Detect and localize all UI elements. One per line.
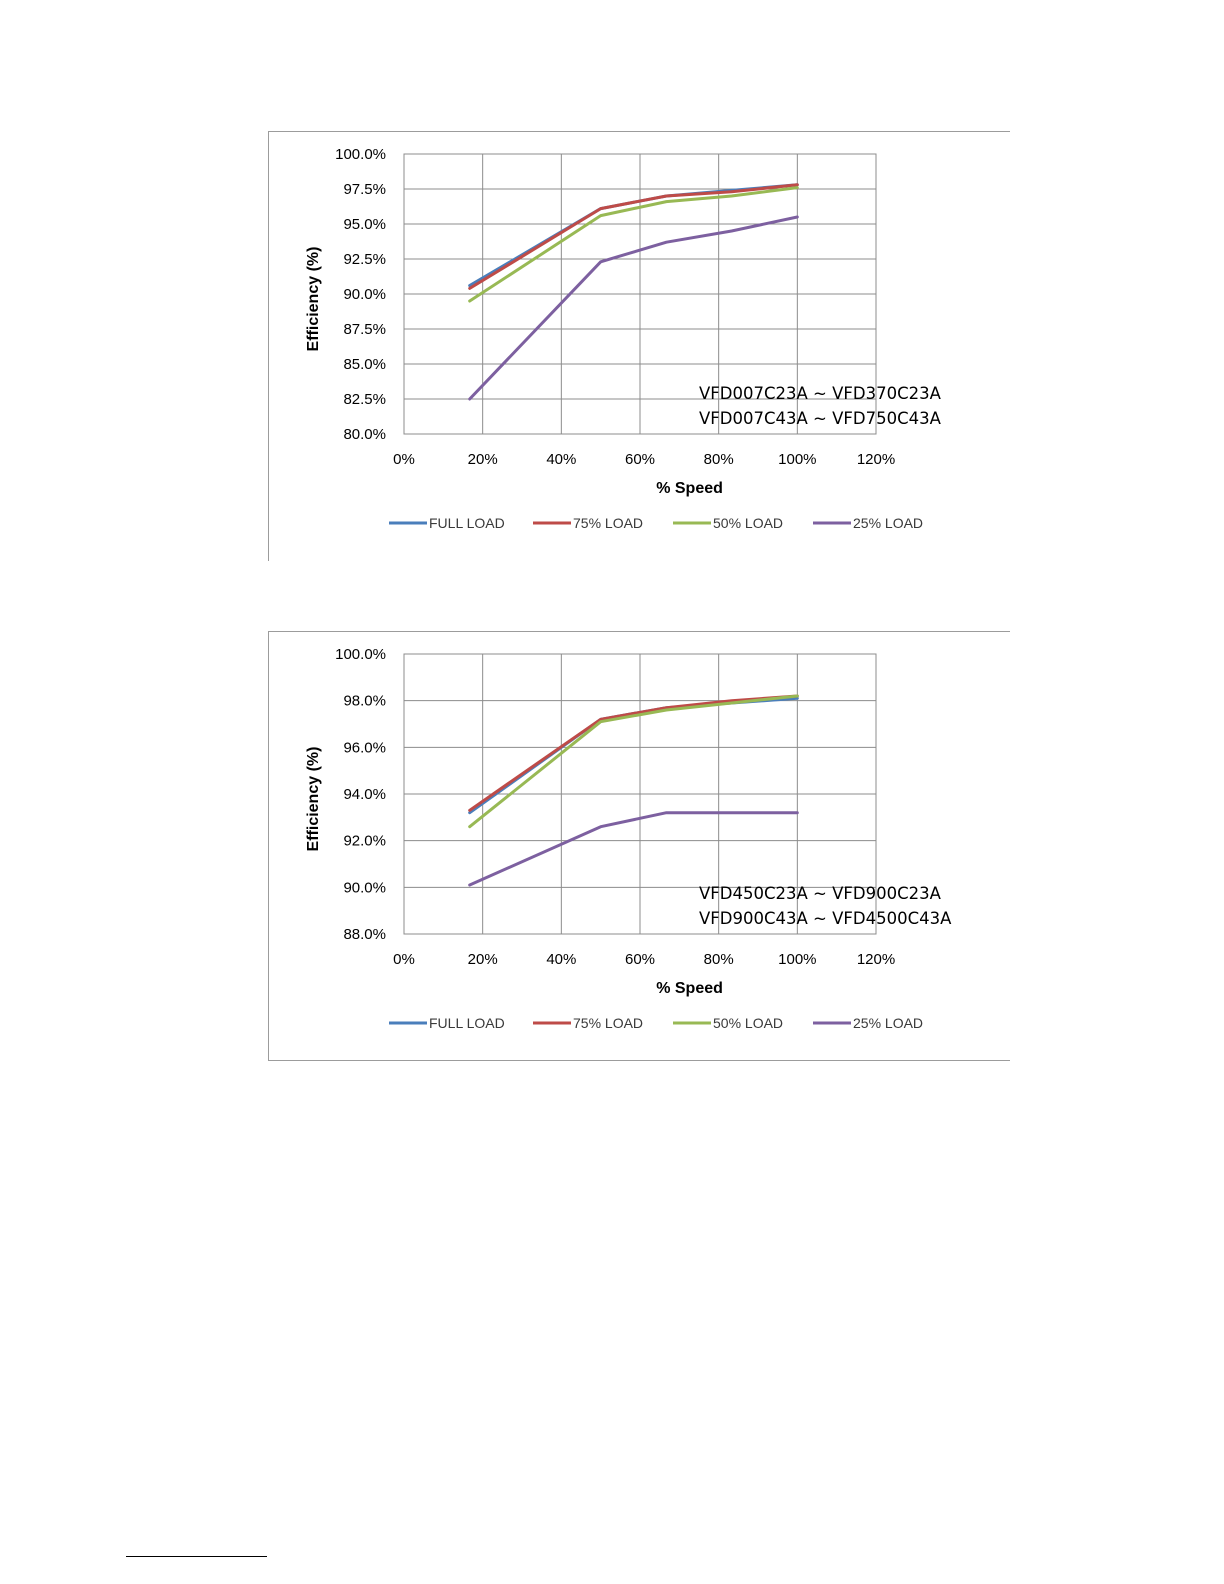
x-tick-label: 40% — [546, 451, 576, 468]
series-line-load-25 — [468, 811, 799, 887]
legend-label-full-load: FULL LOAD — [429, 515, 505, 531]
y-tick-label: 100.0% — [335, 146, 386, 163]
footnote-rule — [126, 1556, 267, 1557]
x-tick-label: 20% — [468, 951, 498, 968]
legend-label-load-50: 50% LOAD — [713, 1015, 783, 1031]
x-tick-label: 80% — [704, 951, 734, 968]
y-tick-label: 100.0% — [335, 646, 386, 663]
series-line-load-25 — [468, 215, 799, 401]
y-tick-label: 96.0% — [343, 739, 386, 756]
x-tick-label: 60% — [625, 951, 655, 968]
y-tick-label: 87.5% — [343, 321, 386, 338]
y-axis-title: Efficiency (%) — [305, 747, 322, 852]
legend-label-load-25: 25% LOAD — [853, 1015, 923, 1031]
x-tick-label: 120% — [857, 951, 895, 968]
x-tick-label: 100% — [778, 951, 816, 968]
efficiency-chart-2-svg: 88.0% 90.0% 92.0% 94.0% 96.0% 98.0% 100.0% 0% 20… — [305, 646, 952, 1031]
x-tick-label: 100% — [778, 451, 816, 468]
chart-annotation: VFD007C23A ~ VFD370C23A — [699, 384, 942, 403]
x-axis-title: % Speed — [656, 480, 723, 497]
legend-label-load-50: 50% LOAD — [713, 515, 783, 531]
x-axis-title: % Speed — [656, 980, 723, 997]
legend-label-load-75: 75% LOAD — [573, 515, 643, 531]
x-tick-label: 120% — [857, 451, 895, 468]
x-tick-label: 0% — [393, 951, 415, 968]
y-tick-label: 94.0% — [343, 786, 386, 803]
efficiency-chart-1: 80.0% 82.5% 85.0% 87.5% 90.0% 92.5% 95.0% 97.5%… — [268, 131, 1010, 561]
x-tick-label: 60% — [625, 451, 655, 468]
y-tick-label: 92.5% — [343, 251, 386, 268]
y-tick-label: 80.0% — [343, 426, 386, 443]
series-line-load-50 — [468, 694, 799, 829]
y-axis-title: Efficiency (%) — [305, 247, 322, 352]
series-line-load-75 — [468, 183, 799, 290]
chart-annotation: VFD450C23A ~ VFD900C23A — [699, 884, 942, 903]
y-tick-label: 98.0% — [343, 693, 386, 710]
x-tick-label: 40% — [546, 951, 576, 968]
efficiency-chart-2: 88.0% 90.0% 92.0% 94.0% 96.0% 98.0% 100.0% 0% 20… — [268, 631, 1010, 1061]
x-tick-label: 0% — [393, 451, 415, 468]
chart-annotation: VFD007C43A ~ VFD750C43A — [699, 409, 942, 428]
efficiency-chart-1-svg: 80.0% 82.5% 85.0% 87.5% 90.0% 92.5% 95.0% 97.5%… — [305, 146, 942, 531]
chart-annotation: VFD900C43A ~ VFD4500C43A — [699, 909, 952, 928]
y-tick-label: 85.0% — [343, 356, 386, 373]
y-tick-label: 95.0% — [343, 216, 386, 233]
y-tick-label: 92.0% — [343, 833, 386, 850]
y-tick-label: 88.0% — [343, 926, 386, 943]
legend-label-full-load: FULL LOAD — [429, 1015, 505, 1031]
y-tick-label: 82.5% — [343, 391, 386, 408]
x-tick-label: 20% — [468, 451, 498, 468]
legend-label-load-75: 75% LOAD — [573, 1015, 643, 1031]
y-tick-label: 97.5% — [343, 181, 386, 198]
y-tick-label: 90.0% — [343, 879, 386, 896]
series-line-load-50 — [468, 186, 799, 303]
series-line-load-75 — [468, 694, 799, 812]
y-tick-label: 90.0% — [343, 286, 386, 303]
legend-label-load-25: 25% LOAD — [853, 515, 923, 531]
x-tick-label: 80% — [704, 451, 734, 468]
